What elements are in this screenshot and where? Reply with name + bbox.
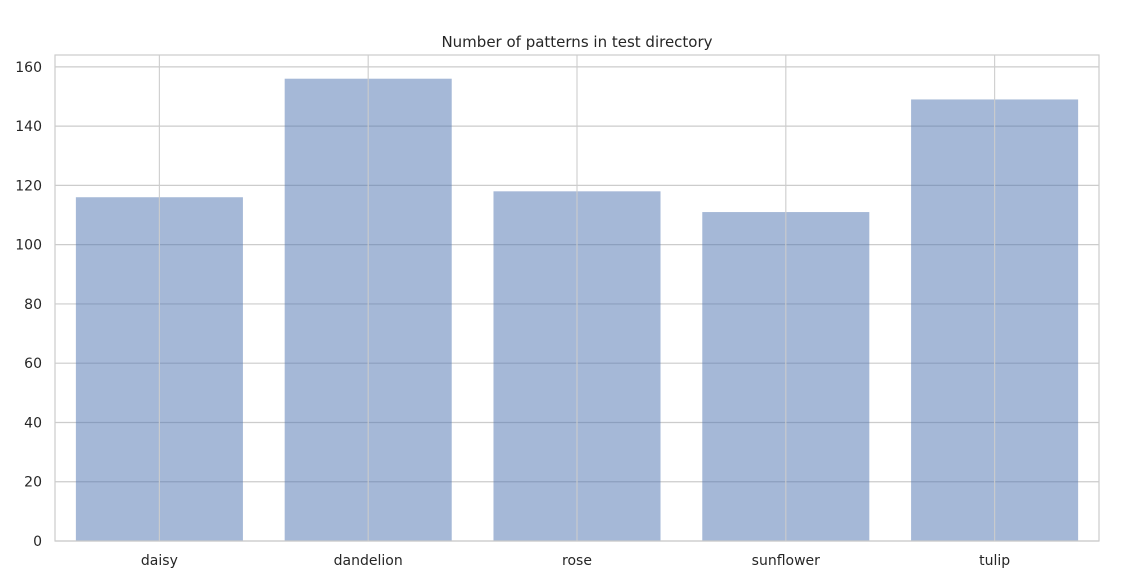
y-tick-label: 100 (15, 238, 42, 254)
x-tick-label: rose (562, 553, 592, 569)
x-tick-label: tulip (979, 553, 1010, 569)
y-tick-label: 160 (15, 60, 42, 76)
y-tick-label: 140 (15, 119, 42, 135)
y-tick-label: 0 (33, 534, 42, 550)
y-tick-label: 60 (24, 356, 42, 372)
x-grid-lines (158, 55, 996, 541)
y-tick-label: 120 (15, 178, 42, 194)
y-tick-label: 20 (24, 475, 42, 491)
y-tick-label: 80 (24, 297, 42, 313)
y-axis-ticks: 0 20 40 60 80 100 120 140 160 (15, 60, 42, 550)
y-tick-label: 40 (24, 415, 42, 431)
x-tick-label: dandelion (334, 553, 403, 569)
x-axis-ticks: daisy dandelion rose sunflower tulip (141, 553, 1010, 569)
plot-frame (54, 54, 1100, 542)
chart-title: Number of patterns in test directory (441, 33, 712, 51)
x-tick-label: sunflower (752, 553, 820, 569)
x-tick-label: daisy (141, 553, 178, 569)
